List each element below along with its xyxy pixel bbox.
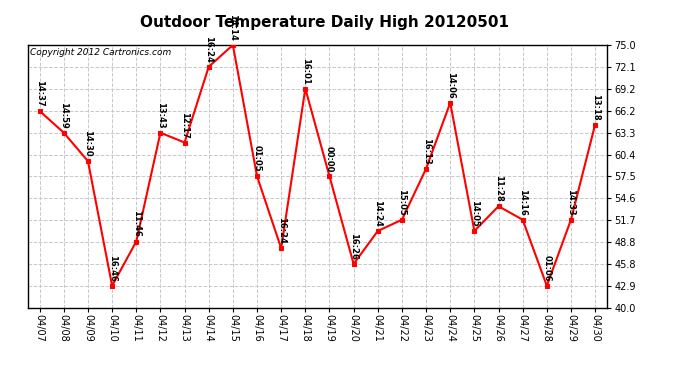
Text: 16:24: 16:24 (204, 36, 213, 63)
Text: 14:59: 14:59 (59, 102, 68, 129)
Text: 13:18: 13:18 (591, 94, 600, 120)
Text: 11:46: 11:46 (132, 210, 141, 237)
Text: 16:01: 16:01 (301, 58, 310, 84)
Text: 00:00: 00:00 (325, 146, 334, 172)
Text: 14:14: 14:14 (228, 14, 237, 41)
Text: 14:16: 14:16 (518, 189, 527, 216)
Text: 14:24: 14:24 (373, 200, 382, 227)
Text: 14:05: 14:05 (470, 200, 479, 227)
Text: 14:33: 14:33 (566, 189, 575, 216)
Text: Copyright 2012 Cartronics.com: Copyright 2012 Cartronics.com (30, 48, 172, 57)
Text: 12:17: 12:17 (180, 112, 189, 138)
Text: 16:13: 16:13 (422, 138, 431, 165)
Text: 15:05: 15:05 (397, 189, 406, 216)
Text: 14:37: 14:37 (35, 80, 44, 107)
Text: 16:46: 16:46 (108, 255, 117, 282)
Text: 16:26: 16:26 (349, 233, 358, 260)
Text: Outdoor Temperature Daily High 20120501: Outdoor Temperature Daily High 20120501 (140, 15, 509, 30)
Text: 01:06: 01:06 (542, 255, 551, 282)
Text: 13:43: 13:43 (156, 102, 165, 129)
Text: 16:24: 16:24 (277, 217, 286, 244)
Text: 01:05: 01:05 (253, 146, 262, 172)
Text: 14:30: 14:30 (83, 130, 92, 157)
Text: 14:06: 14:06 (446, 72, 455, 99)
Text: 11:28: 11:28 (494, 176, 503, 202)
